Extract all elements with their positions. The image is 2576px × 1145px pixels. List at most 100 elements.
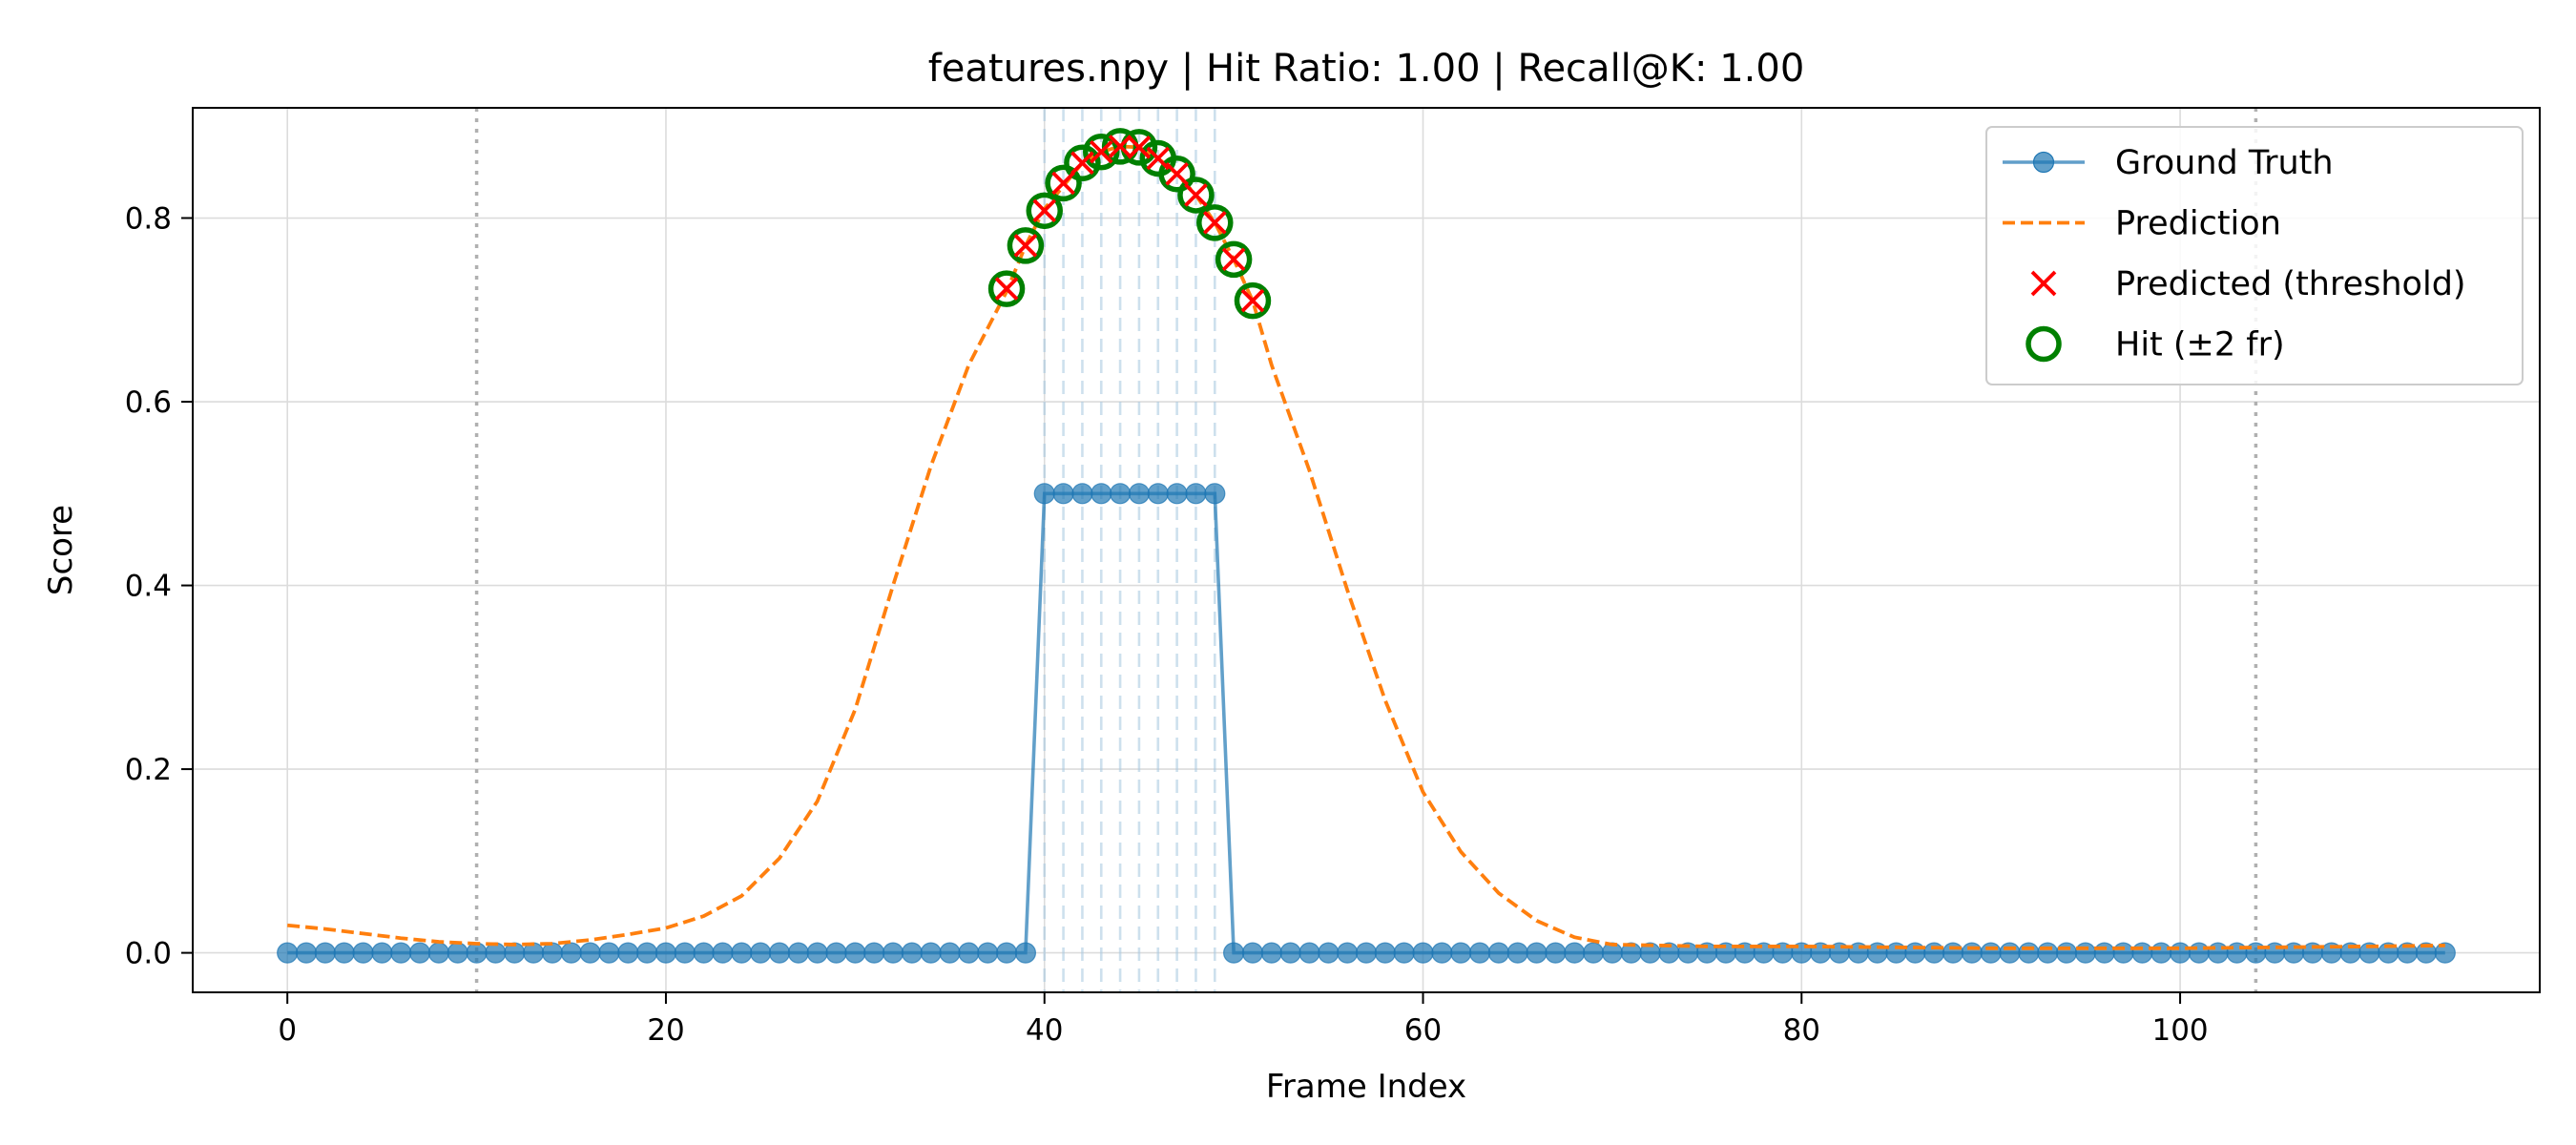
predicted-marker (1013, 234, 1038, 258)
ground-truth-point (427, 942, 450, 964)
ground-truth-point (1147, 483, 1169, 505)
ground-truth-point (1260, 942, 1282, 964)
x-tick-label: 100 (2151, 1013, 2208, 1048)
ground-truth-point (1374, 942, 1396, 964)
ground-truth-point (1355, 942, 1378, 964)
ground-truth-point (882, 942, 904, 964)
ground-truth-point (1337, 942, 1359, 964)
ground-truth-point (2188, 942, 2211, 964)
hit-marker (987, 270, 1026, 307)
x-tick-label: 80 (1783, 1013, 1820, 1048)
y-tick-label: 0.8 (125, 202, 172, 237)
legend-label: Ground Truth (2115, 144, 2334, 182)
ground-truth-point (768, 942, 791, 964)
y-tick-label: 0.4 (125, 570, 172, 604)
ground-truth-point (1450, 942, 1472, 964)
legend-label: Predicted (threshold) (2115, 265, 2466, 303)
x-tick-label: 60 (1404, 1013, 1442, 1048)
ground-truth-point (390, 942, 412, 964)
ground-truth-point (1487, 942, 1509, 964)
ground-truth-point (1582, 942, 1605, 964)
ground-truth-point (1393, 942, 1415, 964)
predicted-marker (1221, 247, 1246, 272)
ground-truth-point (1241, 942, 1264, 964)
predicted-marker (1165, 161, 1189, 186)
ground-truth-point (371, 942, 393, 964)
ground-truth-point (1166, 483, 1188, 505)
ground-truth-point (1564, 942, 1586, 964)
predicted-marker (1127, 135, 1152, 159)
predicted-marker (1108, 135, 1132, 158)
ground-truth-point (1223, 942, 1245, 964)
ground-truth-point (693, 942, 715, 964)
ground-truth-point (2207, 942, 2229, 964)
ground-truth-point (579, 942, 601, 964)
predicted-marker (1240, 288, 1265, 313)
ground-truth-point (1204, 483, 1226, 505)
ground-truth-point (2093, 942, 2115, 964)
predicted-marker (1032, 198, 1057, 223)
x-tick-label: 0 (278, 1013, 297, 1048)
y-tick-label: 0.2 (125, 753, 172, 787)
ground-truth-point (295, 942, 318, 964)
ground-truth-point (1431, 942, 1453, 964)
ground-truth-point (2131, 942, 2153, 964)
ground-truth-point (408, 942, 431, 964)
ticks: 0 20 40 60 80 100 0.0 0.2 0.4 0.6 0.8 (125, 202, 2209, 1048)
ground-truth-point (1091, 483, 1112, 505)
ground-truth-point (825, 942, 847, 964)
ground-truth-point (1545, 942, 1567, 964)
hit-marker (1196, 204, 1234, 241)
ground-truth-point (787, 942, 809, 964)
ground-truth-point (2055, 942, 2078, 964)
ground-truth-point (1923, 942, 1945, 964)
hit-marker (1064, 144, 1101, 182)
ground-truth-point (447, 942, 468, 964)
ground-truth-point (636, 942, 658, 964)
legend-ground-truth-marker (2032, 151, 2055, 174)
ground-truth-point (1318, 942, 1340, 964)
ground-truth-point (1185, 483, 1207, 505)
predicted-marker (1146, 146, 1171, 171)
ground-truth-point (958, 942, 980, 964)
legend: Ground Truth Prediction Predicted (thresho… (1985, 126, 2524, 385)
ground-truth-point (1109, 483, 1132, 505)
hit-marker (1026, 192, 1063, 230)
predicted-marker (1089, 139, 1113, 164)
hit-marker (1215, 240, 1253, 279)
predicted-marker (1184, 183, 1208, 207)
x-tick-label: 40 (1026, 1013, 1063, 1048)
ground-truth-point (2150, 942, 2172, 964)
ground-truth-point (731, 942, 753, 964)
prediction-line (287, 144, 2445, 950)
ground-truth-point (1999, 942, 2021, 964)
x-tick-label: 20 (647, 1013, 684, 1048)
ground-truth-point (1279, 942, 1301, 964)
ground-truth-point (2018, 942, 2040, 964)
ground-truth-point (2434, 942, 2456, 964)
chart-title: features.npy | Hit Ratio: 1.00 | Recall@… (928, 47, 1805, 91)
ground-truth-point (1052, 483, 1074, 505)
ground-truth-point (314, 942, 336, 964)
legend-label: Prediction (2115, 205, 2281, 243)
ground-truth-point (1412, 942, 1434, 964)
ground-truth-point (2074, 942, 2096, 964)
ground-truth-point (2112, 942, 2134, 964)
ground-truth-point (712, 942, 734, 964)
ground-truth-point (920, 942, 942, 964)
gt-frame-lines (1043, 108, 1216, 992)
x-axis-label: Frame Index (1266, 1068, 1466, 1106)
ground-truth-point (1468, 942, 1491, 964)
ground-truth-point (750, 942, 772, 964)
ground-truth-point (806, 942, 828, 964)
ground-truth-point (541, 942, 564, 964)
ground-truth-point (901, 942, 923, 964)
hit-marker (1007, 227, 1045, 264)
hit-marker (1234, 281, 1272, 320)
ground-truth-point (2037, 942, 2059, 964)
ground-truth-point (2169, 942, 2192, 964)
y-tick-label: 0.0 (125, 937, 172, 971)
ground-truth-point (1961, 942, 1983, 964)
predicted-marker (1070, 151, 1094, 176)
